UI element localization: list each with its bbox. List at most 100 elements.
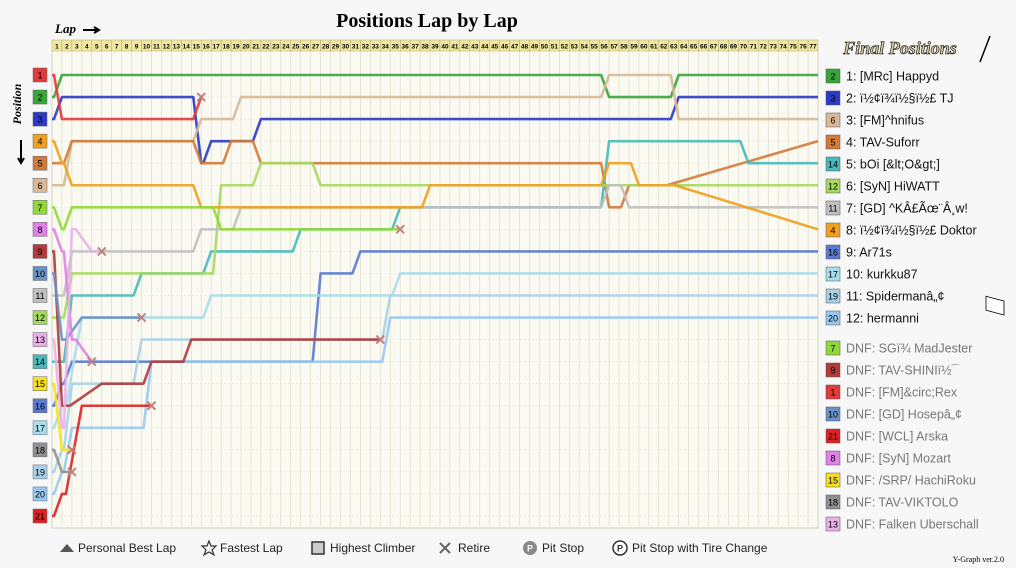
lap-tick-label: 5 [95,44,99,51]
series-line [52,272,142,341]
star-icon [200,539,218,557]
start-position-label: 15 [35,379,45,389]
series-line [52,228,102,430]
lap-tick-label: 61 [650,44,658,51]
lap-tick-label: 51 [551,44,559,51]
dnf-grid-label: 13 [828,520,838,530]
start-position-badge [32,111,48,127]
retire-marker [196,92,206,102]
start-position-label: 3 [37,115,42,125]
start-position-badge [32,332,48,347]
final-grid-badge [825,244,841,260]
dnf-grid-badge [825,340,841,356]
final-grid-label: 11 [828,204,837,214]
series-line [52,404,152,518]
p-icon [523,541,537,555]
lap-arrow-icon [83,26,101,34]
series-line [52,448,72,474]
lap-tick-label: 40 [441,44,449,51]
start-position-label: 1 [37,71,42,81]
lap-tick-label: 63 [670,44,678,51]
series-line [52,206,401,231]
final-grid-badge [825,134,841,150]
lap-tick-label: 20 [242,44,250,51]
start-position-badge [32,310,48,325]
dnf-grid-label: 1 [830,388,835,398]
series-line [52,139,819,209]
dnf-grid-badge [825,428,841,444]
lap-tick-label: 25 [292,44,300,51]
lap-tick-label: 24 [282,44,290,51]
series-line [52,95,818,165]
dnf-grid-badge [825,516,841,532]
legend-label: Pit Stop with Tire Change [632,541,768,555]
start-position-badge [32,178,48,193]
position-axis-label: Position [10,83,24,124]
lap-tick-label: 50 [541,44,549,51]
start-position-badge [32,133,48,149]
start-position-badge [32,89,48,105]
checkered-flag-icon [979,35,1005,316]
dnf-grid-label: 15 [828,476,838,486]
lap-tick-label: 4 [85,44,89,51]
p-ring-icon-letter: P [617,544,623,554]
final-driver-name: 1: [MRc] Happyd [846,70,939,84]
final-grid-label: 20 [828,314,838,324]
lap-tick-label: 76 [799,44,807,51]
lap-tick-label: 28 [322,44,330,51]
lap-tick-label: 67 [710,44,718,51]
start-position-label: 12 [35,313,45,323]
lap-tick-label: 42 [461,44,469,51]
lap-tick-label: 15 [193,44,201,51]
start-position-badge [32,222,48,237]
final-grid-label: 12 [828,182,838,192]
lap-tick-label: 41 [451,44,459,51]
lap-tick-label: 22 [262,44,270,51]
start-position-badge [32,442,48,458]
lap-tick-label: 7 [115,44,119,51]
lap-tick-label: 46 [501,44,509,51]
lap-tick-label: 68 [720,44,728,51]
lap-tick-label: 14 [183,44,191,51]
final-grid-label: 2 [830,72,835,82]
lap-tick-label: 54 [581,44,589,51]
lap-tick-label: 17 [213,44,221,51]
dnf-grid-badge [825,362,841,378]
start-position-badge [32,354,48,369]
series-line [52,228,93,363]
legend-label: Pit Stop [542,541,584,555]
retire-marker [67,445,77,455]
dnf-driver-name: DNF: /SRP/ HachiRoku [846,474,976,488]
retire-marker [67,467,77,477]
final-grid-badge [825,178,841,194]
start-position-label: 20 [35,489,45,499]
start-position-label: 14 [35,357,45,367]
lap-tick-label: 23 [272,44,280,51]
start-position-label: 10 [35,269,45,279]
dnf-driver-name: DNF: Falken Uberschall [846,518,979,532]
dnf-grid-label: 10 [828,410,838,420]
legend: Personal Best Lap Fastest Lap Highest Clim… [60,539,768,557]
lap-tick-label: 39 [431,44,439,51]
lap-tick-label: 66 [700,44,708,51]
lap-tick-label: 36 [402,44,410,51]
final-grid-label: 6 [830,116,835,126]
series-line [52,73,818,187]
final-grid-badge [825,156,841,172]
lap-tick-label: 73 [770,44,778,51]
lap-axis-label: Lap [54,21,76,36]
lap-tick-label: 6 [105,44,109,51]
dnf-driver-name: DNF: TAV-SHINIï½¯ [846,364,959,378]
start-position-label: 18 [35,445,45,455]
lap-tick-label: 44 [481,44,489,51]
series-line [52,250,381,408]
start-position-label: 2 [37,93,42,103]
dnf-grid-badge [825,494,841,510]
lap-tick-label: 33 [372,44,380,51]
lap-tick-label: 34 [382,44,390,51]
lap-tick-label: 11 [153,44,160,51]
start-position-badge [32,266,48,281]
lap-tick-label: 18 [222,44,230,51]
retire-marker [87,356,97,367]
lap-tick-label: 38 [421,44,429,51]
